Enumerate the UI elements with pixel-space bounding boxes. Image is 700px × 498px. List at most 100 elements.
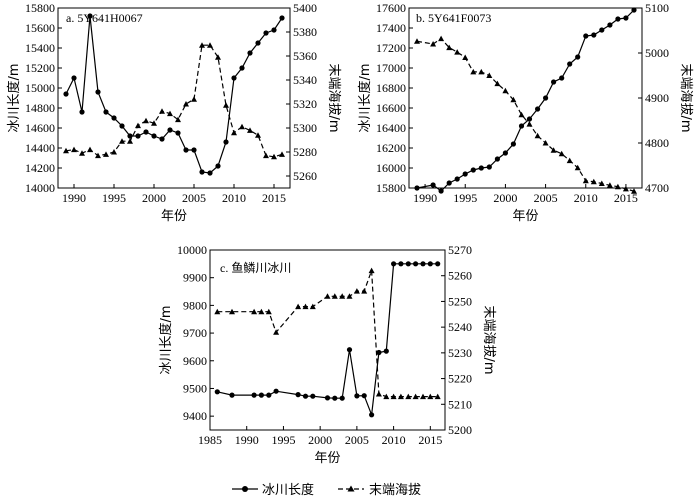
length-point bbox=[324, 395, 331, 401]
length-point bbox=[376, 349, 382, 356]
length-point bbox=[354, 393, 360, 399]
y-tick-label: 15800 bbox=[25, 1, 55, 15]
elevation-point bbox=[229, 308, 235, 315]
panel-title: c. 鱼鳞川冰川 bbox=[220, 261, 291, 275]
y2-tick-label: 5230 bbox=[448, 346, 472, 360]
length-point bbox=[486, 164, 492, 170]
y2-tick-label: 5260 bbox=[293, 169, 317, 183]
length-point bbox=[103, 109, 109, 115]
y2-axis-label: 末端海拔/m bbox=[481, 305, 496, 374]
length-point bbox=[214, 389, 220, 395]
elevation-point bbox=[518, 111, 525, 118]
length-point bbox=[175, 130, 181, 136]
panel-title: b. 5Y641F0073 bbox=[416, 11, 491, 25]
length-point bbox=[631, 7, 637, 13]
elevation-point bbox=[368, 267, 375, 274]
y-tick-label: 16600 bbox=[376, 101, 406, 115]
elevation-point bbox=[397, 393, 404, 400]
x-tick-label: 2010 bbox=[574, 191, 598, 205]
length-point bbox=[454, 176, 460, 182]
length-point bbox=[215, 163, 221, 169]
elevation-point bbox=[223, 102, 229, 108]
elevation-point bbox=[550, 147, 557, 153]
length-point bbox=[63, 91, 69, 97]
length-line bbox=[416, 9, 635, 192]
length-point bbox=[159, 136, 165, 142]
y2-tick-label: 5400 bbox=[293, 1, 317, 15]
elevation-point bbox=[361, 288, 368, 294]
x-tick-label: 1995 bbox=[453, 191, 477, 205]
x-axis-label: 年份 bbox=[161, 209, 187, 224]
y-tick-label: 15400 bbox=[25, 41, 55, 55]
elevation-point bbox=[470, 68, 477, 75]
elevation-line bbox=[65, 44, 283, 158]
length-point bbox=[167, 127, 173, 133]
elevation-point bbox=[271, 153, 277, 160]
elevation-point bbox=[263, 152, 269, 159]
elevation-point bbox=[255, 132, 261, 138]
y2-tick-label: 5250 bbox=[448, 294, 472, 308]
elevation-line bbox=[416, 37, 635, 192]
length-point bbox=[346, 347, 353, 353]
y-tick-label: 9500 bbox=[183, 381, 207, 395]
x-tick-label: 1990 bbox=[62, 191, 86, 205]
elevation-point bbox=[414, 38, 420, 44]
length-point bbox=[446, 180, 452, 186]
panel-b: 1990 1995 2000 2005 2010 2015 15800 16000 16200 1… bbox=[357, 1, 693, 224]
elevation-point bbox=[510, 96, 517, 103]
length-point bbox=[302, 393, 309, 399]
x-tick-label: 2015 bbox=[262, 191, 286, 205]
length-point bbox=[332, 395, 338, 401]
elevation-point bbox=[566, 157, 573, 164]
length-point bbox=[229, 392, 235, 398]
y-tick-label: 10000 bbox=[177, 243, 207, 257]
length-point bbox=[435, 261, 441, 267]
length-point bbox=[339, 395, 345, 401]
y2-tick-label: 5260 bbox=[448, 269, 472, 283]
x-tick-label: 2000 bbox=[142, 191, 166, 205]
y2-tick-label: 5210 bbox=[448, 397, 472, 411]
x-tick-label: 2005 bbox=[534, 191, 558, 205]
elevation-point bbox=[631, 188, 637, 194]
elevation-point bbox=[231, 129, 237, 136]
y2-tick-label: 5000 bbox=[645, 46, 669, 60]
length-point bbox=[135, 133, 141, 139]
length-point bbox=[310, 393, 316, 399]
length-point bbox=[551, 79, 557, 85]
elevation-point bbox=[258, 308, 265, 315]
y2-tick-label: 5100 bbox=[645, 1, 669, 15]
elevation-point bbox=[574, 164, 581, 171]
elevation-point bbox=[446, 44, 453, 51]
x-tick-label: 2010 bbox=[222, 191, 246, 205]
length-point bbox=[405, 261, 411, 267]
y2-tick-label: 5340 bbox=[293, 73, 317, 87]
length-point bbox=[279, 15, 285, 21]
length-point bbox=[239, 65, 245, 71]
length-point bbox=[295, 392, 301, 398]
y2-tick-label: 5280 bbox=[293, 145, 317, 159]
elevation-point bbox=[302, 303, 309, 310]
length-point bbox=[543, 95, 549, 101]
length-point bbox=[127, 133, 133, 139]
elevation-point bbox=[191, 96, 197, 102]
y2-tick-label: 5220 bbox=[448, 372, 472, 386]
elevation-point bbox=[405, 393, 412, 400]
elevation-point bbox=[346, 293, 353, 299]
length-point bbox=[95, 89, 101, 95]
length-point bbox=[271, 27, 277, 33]
elevation-point bbox=[214, 308, 221, 315]
length-point bbox=[607, 22, 613, 28]
x-tick-label: 2000 bbox=[308, 433, 332, 447]
length-point bbox=[111, 115, 117, 121]
elevation-point bbox=[79, 150, 85, 156]
elevation-point bbox=[239, 123, 245, 130]
y-tick-label: 16200 bbox=[376, 141, 406, 155]
y-tick-label: 14400 bbox=[25, 141, 55, 155]
panel-a: 1990 1995 2000 2005 2010 2015 14000 14200 14400 1… bbox=[6, 1, 341, 224]
elevation-point bbox=[412, 393, 419, 400]
length-point bbox=[615, 16, 621, 22]
y-tick-label: 15600 bbox=[25, 21, 55, 35]
length-point bbox=[518, 123, 525, 129]
length-point bbox=[599, 27, 605, 33]
elevation-point bbox=[486, 72, 493, 78]
